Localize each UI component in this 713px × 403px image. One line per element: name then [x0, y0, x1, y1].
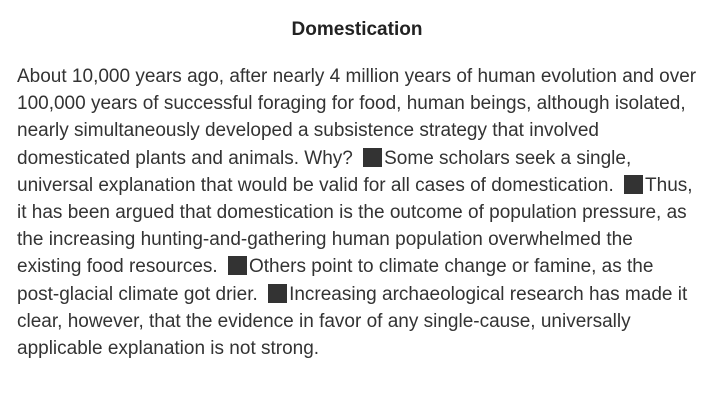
insert-square-icon-d[interactable] — [268, 283, 288, 303]
passage-segment-3: Thus, it has been argued that domesticat… — [17, 174, 693, 278]
passage-text: About 10,000 years ago, after nearly 4 m… — [17, 63, 697, 362]
passage-segment-4: Others point to climate change or famine… — [17, 256, 654, 305]
insert-square-icon-b[interactable] — [624, 174, 644, 194]
passage-segment-1: About 10,000 years ago, after nearly 4 m… — [17, 66, 697, 169]
insert-square-icon-a[interactable] — [363, 147, 383, 167]
passage-title: Domestication — [291, 19, 423, 40]
passage-segment-2: Some scholars seek a single, universal e… — [17, 147, 632, 196]
passage-segment-5: Increasing archaeological research has m… — [17, 283, 688, 360]
insert-square-icon-c[interactable] — [227, 256, 247, 276]
